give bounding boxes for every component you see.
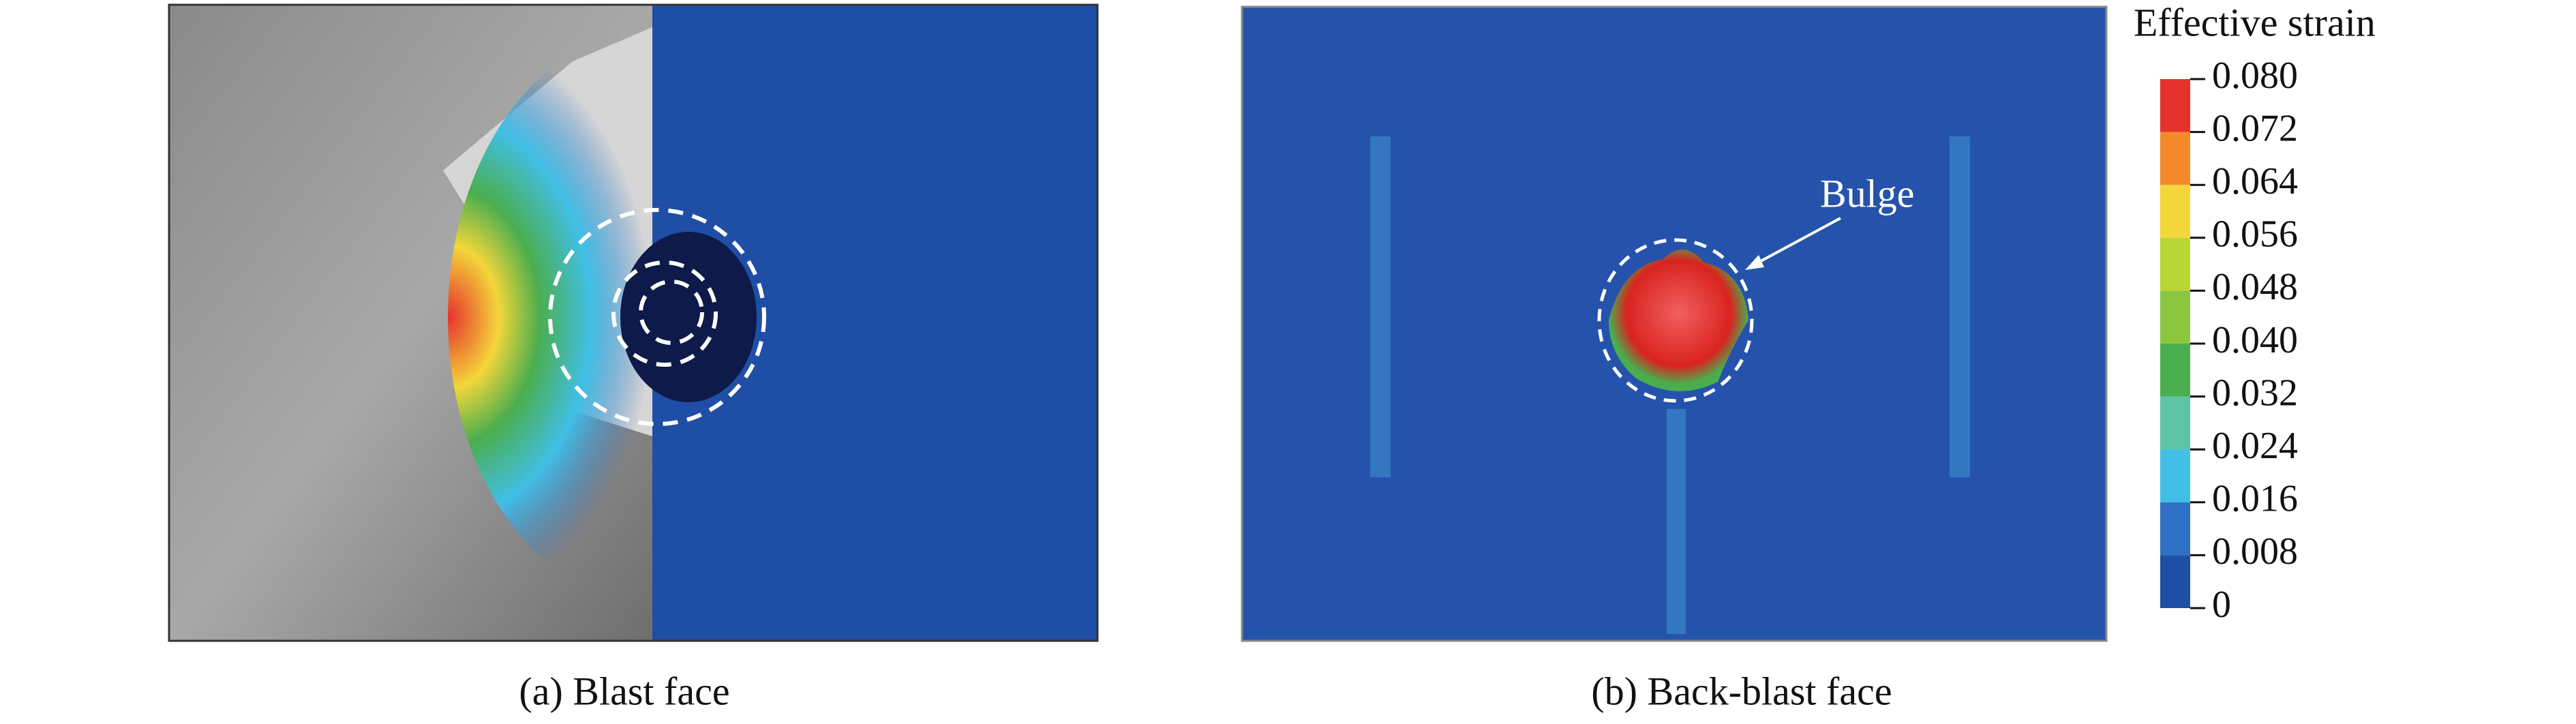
color-band xyxy=(2160,290,2190,344)
tick-label: 0.072 xyxy=(2212,107,2298,149)
annotation: Bulge xyxy=(1820,171,1915,215)
crater xyxy=(620,232,757,402)
tick-label: 0.040 xyxy=(2212,319,2298,361)
color-band xyxy=(2160,185,2190,238)
color-band xyxy=(2160,132,2190,185)
dashed-ellipse xyxy=(1597,238,1754,403)
colorbar-title: Effective strain xyxy=(2134,0,2376,44)
frame xyxy=(168,3,1099,642)
tick-label: 0.048 xyxy=(2212,266,2298,308)
color-band xyxy=(2160,344,2190,397)
tick-label: 0.024 xyxy=(2212,425,2298,467)
caption: (a) Blast face xyxy=(519,669,729,713)
tick-label: 0.008 xyxy=(2212,530,2298,573)
bulge-area xyxy=(1609,250,1748,391)
annotation-arrow xyxy=(1751,217,1841,267)
panel-b: Bulge xyxy=(1241,5,2108,642)
panel-a xyxy=(168,3,1099,642)
tick-label: 0 xyxy=(2212,584,2231,626)
tick-label: 0.016 xyxy=(2212,478,2298,520)
strain-streaks xyxy=(1370,136,1970,634)
color-band xyxy=(2160,79,2190,132)
tick-label: 0.064 xyxy=(2212,160,2298,202)
color-band xyxy=(2160,502,2190,556)
color-band xyxy=(2160,396,2190,450)
color-band xyxy=(2160,449,2190,502)
color-band xyxy=(2160,237,2190,291)
arrow-head xyxy=(1745,255,1764,270)
tick-label: 0.032 xyxy=(2212,372,2298,414)
colorbar: 0 0.008 0.016 0.024 0.032 0.040 0.048 0.056 0.06… xyxy=(2160,55,2298,626)
caption: (b) Back-blast face xyxy=(1591,669,1892,713)
tick-label: 0.056 xyxy=(2212,213,2298,256)
color-band xyxy=(2160,555,2190,608)
dashed-circles xyxy=(548,208,766,426)
tick-label: 0.080 xyxy=(2212,55,2298,97)
